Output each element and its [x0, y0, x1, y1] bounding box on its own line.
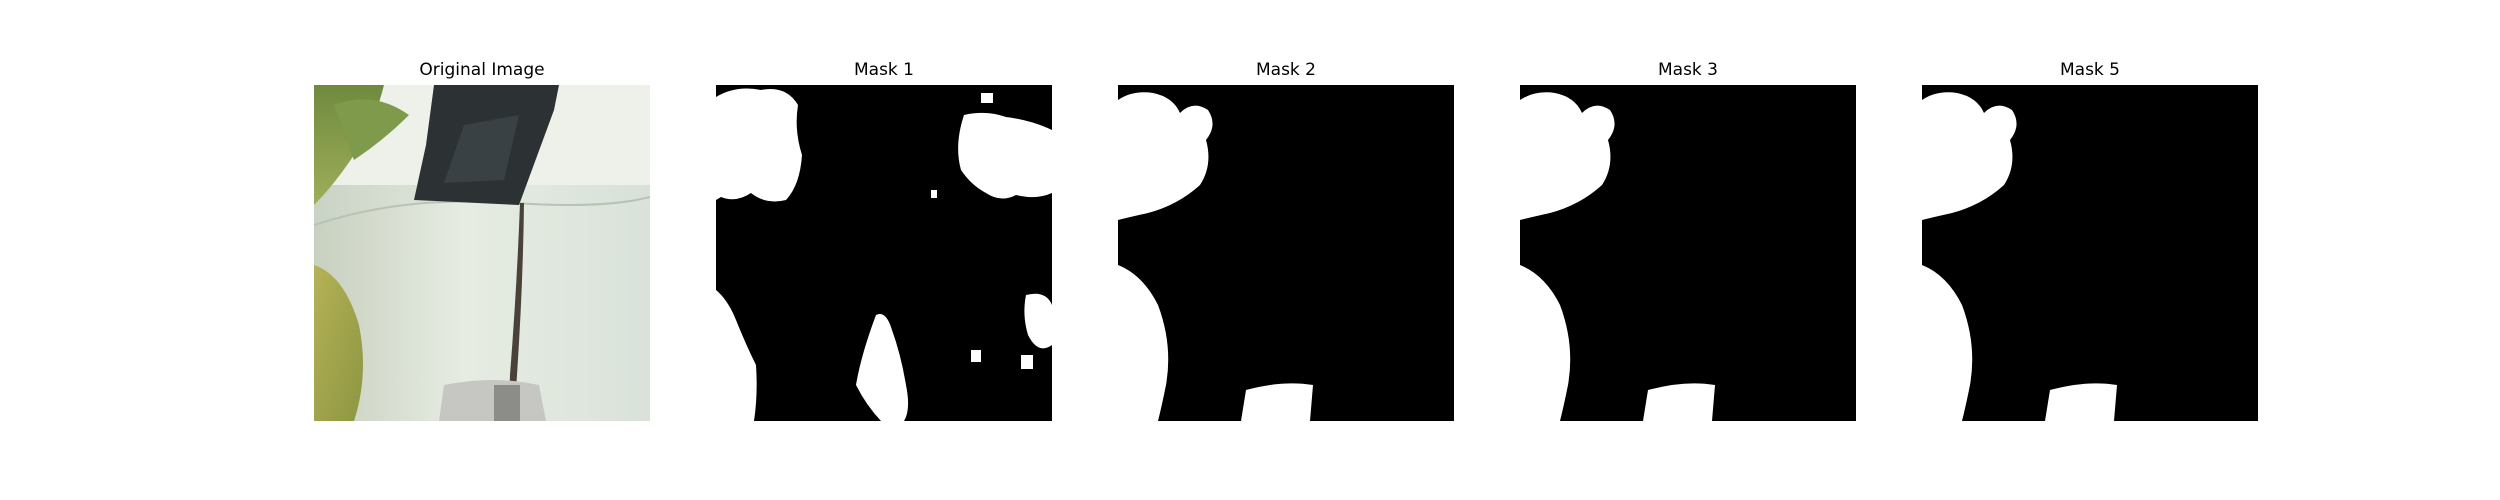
panel-mask-1: Mask 1 [716, 55, 1052, 421]
lower-fixture [439, 380, 546, 421]
seam-line [508, 203, 524, 421]
mask-1-image [716, 85, 1052, 421]
mask-5-rendering [1922, 85, 2258, 421]
mask-region-bottom-left [716, 290, 757, 421]
mask-region-bottom-center [856, 314, 909, 421]
mask-region-bottom-center [2045, 383, 2117, 421]
mask-region-top-left [1520, 92, 1615, 220]
panel-mask-3: Mask 3 [1520, 55, 1856, 421]
mask-region-bottom-left [1118, 265, 1169, 421]
mask-region-bottom-center [1241, 383, 1313, 421]
panel-title: Mask 5 [2059, 60, 2120, 80]
panel-title: Original Image [419, 60, 545, 80]
original-image [314, 85, 650, 421]
panel-title: Mask 3 [1657, 60, 1718, 80]
mask-3-image [1520, 85, 1856, 421]
mask-3-rendering [1520, 85, 1856, 421]
lower-fixture-shadow [494, 385, 520, 421]
mask-5-image [1922, 85, 2258, 421]
mask-region-bottom-left [1520, 265, 1571, 421]
mask-speck [1021, 355, 1033, 369]
mask-2-image [1118, 85, 1454, 421]
mask-region-top-left [1922, 92, 2017, 220]
mask-speck [931, 190, 937, 198]
panel-mask-5: Mask 5 [1922, 55, 2258, 421]
mask-2-rendering [1118, 85, 1454, 421]
dark-strap-highlight [444, 115, 519, 183]
mask-region-top-left [1118, 92, 1213, 220]
mask-region-top-left [716, 88, 802, 202]
mask-speck [971, 350, 981, 362]
mask-region-right [1024, 293, 1052, 349]
panel-title: Mask 2 [1255, 60, 1316, 80]
mask-region-bottom-left [1922, 265, 1973, 421]
mask-speck [981, 93, 993, 103]
mask-1-rendering [716, 85, 1052, 421]
white-object-body [314, 197, 650, 421]
mask-region-bottom-center [1643, 383, 1715, 421]
original-photo-rendering [314, 85, 650, 421]
leaf-bottom-left [314, 265, 363, 421]
panel-mask-2: Mask 2 [1118, 55, 1454, 421]
panel-original-image: Original Image [314, 55, 650, 421]
mask-region-top-right [958, 112, 1052, 199]
panel-title: Mask 1 [853, 60, 914, 80]
leaf-top-left-2 [334, 99, 409, 160]
